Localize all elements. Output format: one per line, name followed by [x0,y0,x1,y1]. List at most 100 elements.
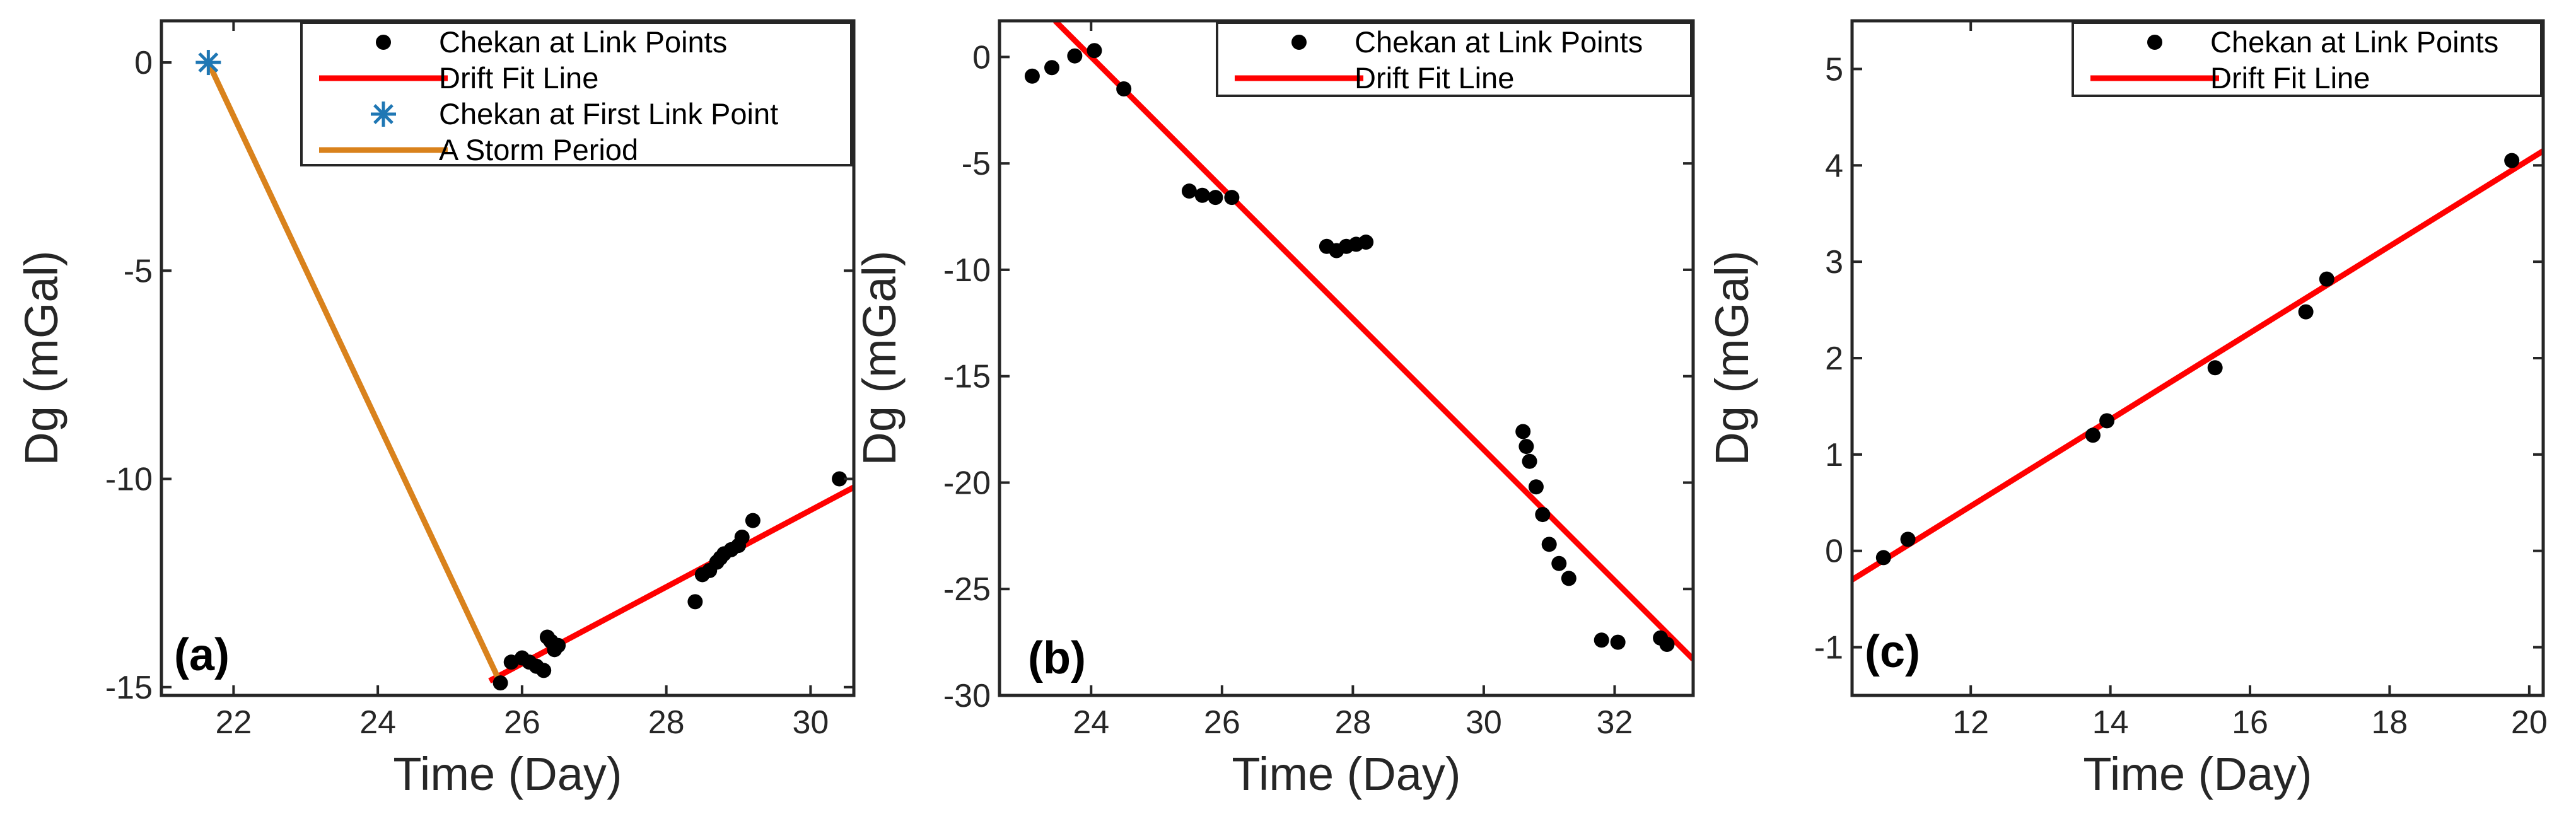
data-point [1116,81,1132,97]
data-point [1358,235,1374,250]
data-point [1594,632,1609,648]
y-tick-label: 4 [1825,148,1843,184]
data-point [1194,187,1210,203]
data-point [832,471,848,487]
panel-label: (b) [1028,633,1086,683]
y-tick-label: -5 [962,146,991,182]
data-point [1610,634,1626,650]
data-point [1561,571,1576,586]
panel-label: (c) [1865,627,1920,677]
data-point [1515,424,1531,439]
x-tick-label: 28 [1334,704,1371,741]
y-tick-label: -10 [105,462,153,498]
x-tick-label: 26 [1204,704,1240,741]
y-tick-label: -25 [943,571,991,608]
x-tick-label: 22 [215,704,252,741]
x-tick-label: 16 [2232,704,2268,741]
x-tick-label: 30 [1466,704,1502,741]
data-point [1522,453,1537,469]
legend-label: Chekan at Link Points [1355,25,1643,59]
drift-fit-line [1053,21,1693,661]
data-point [2504,153,2520,168]
storm-period-line [206,61,503,685]
legend-label: Chekan at Link Points [2210,25,2498,59]
plot-series [1852,148,2543,583]
chart-panel-2: 24 26 28 30 32 0 -5 -10 -15 -20 -25 -30 Time (Day) Dg… [853,19,1695,800]
x-axis-title: Time (Day) [2083,748,2312,800]
data-point [2298,304,2314,320]
y-tick-label: -20 [943,465,991,501]
data-point [2319,271,2334,287]
data-point [1528,479,1544,495]
data-point [734,530,750,545]
y-tick-label: -5 [124,253,153,289]
y-tick-label: 0 [972,39,991,76]
plot-area [1852,21,2543,695]
legend-box [2072,21,2543,97]
legend-label: Chekan at Link Points [439,25,727,59]
legend-marker-point [376,35,391,50]
chart-panel-1: 22 24 26 28 30 0 -5 -10 -15 Time (Day) Dg (mGal) Ch… [15,19,856,800]
y-tick-label: -1 [1814,630,1843,666]
data-point [1224,190,1240,206]
legend-marker-point [2147,35,2162,50]
data-point [1551,555,1567,571]
legend-marker-star [371,102,396,127]
y-axis-title: Dg (mGal) [853,250,906,465]
data-point [2207,360,2223,376]
x-tick-label: 28 [648,704,685,741]
y-tick-label: 5 [1825,51,1843,88]
drift-fit-line [1852,148,2543,583]
first-link-point-marker [195,50,221,76]
data-point [1181,183,1197,199]
data-point [745,513,761,528]
data-point [1518,439,1534,455]
data-point [536,663,552,678]
data-point [1535,507,1551,523]
y-tick-label: -15 [105,670,153,706]
data-point [1087,43,1102,59]
data-point [2099,413,2115,429]
y-tick-label: 1 [1825,437,1843,473]
x-tick-label: 24 [359,704,396,741]
x-tick-label: 32 [1597,704,1633,741]
y-tick-label: -15 [943,359,991,395]
legend-label: Chekan at First Link Point [439,97,778,131]
x-tick-label: 18 [2372,704,2408,741]
data-point [1659,636,1675,652]
data-point [2085,427,2101,443]
x-tick-label: 24 [1073,704,1109,741]
y-tick-label: 0 [1825,533,1843,570]
x-tick-label: 30 [792,704,829,741]
legend-label: Drift Fit Line [439,61,598,95]
x-tick-label: 14 [2092,704,2129,741]
y-tick-label: -30 [943,678,991,714]
axes-box [160,19,856,697]
y-tick-label: 3 [1825,244,1843,281]
plot-series [1024,21,1693,661]
axes-box [998,19,1695,697]
x-tick-label: 20 [2511,704,2548,741]
plot-area [1000,21,1693,695]
legend-box [300,21,853,166]
plot-series [195,50,854,691]
data-point [1024,68,1040,84]
y-tick-label: 0 [134,45,153,81]
y-tick-label: -10 [943,252,991,289]
panel-label: (a) [174,630,230,680]
y-axis-title: Dg (mGal) [15,250,67,465]
data-point [1067,48,1083,64]
chart-panel-3: 12 14 16 18 20 5 4 3 2 1 0 -1 Time (Day) Dg (mGal) Che… [1706,19,2548,800]
legend-box [1216,21,1693,97]
legend-label: Drift Fit Line [2210,61,2370,95]
data-point [1044,60,1060,76]
data-point [1875,550,1891,566]
data-point [492,675,508,691]
legend-marker-point [1291,35,1307,50]
x-axis-title: Time (Day) [393,748,622,800]
legend-label: A Storm Period [439,133,638,166]
